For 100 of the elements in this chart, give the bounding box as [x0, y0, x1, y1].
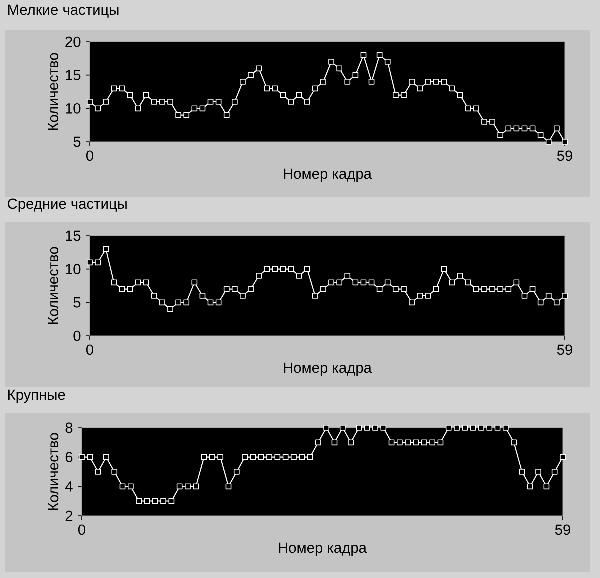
- point: [224, 112, 230, 118]
- point: [457, 273, 464, 279]
- point: [160, 300, 166, 306]
- point: [264, 86, 270, 92]
- point: [511, 440, 518, 446]
- point: [119, 86, 126, 92]
- point: [449, 86, 456, 92]
- point: [397, 440, 403, 446]
- x-tick-label: 59: [557, 344, 572, 356]
- point: [328, 59, 334, 65]
- point: [340, 425, 346, 431]
- x-axis-title: Номер кадра: [284, 362, 372, 376]
- point: [240, 293, 246, 299]
- y-axis-title: Количество: [48, 247, 58, 324]
- point: [176, 112, 182, 118]
- point: [258, 454, 264, 460]
- point: [380, 425, 387, 431]
- point: [409, 79, 415, 85]
- point: [552, 469, 558, 475]
- point: [332, 440, 338, 446]
- point: [208, 300, 214, 306]
- y-tick-label: 8: [66, 422, 73, 434]
- point: [344, 273, 351, 279]
- y-tick-label: 6: [66, 452, 73, 463]
- point: [272, 266, 278, 272]
- point: [514, 126, 520, 132]
- point: [441, 79, 448, 85]
- point: [433, 286, 440, 292]
- point: [104, 454, 110, 460]
- point: [216, 99, 222, 105]
- point: [256, 273, 262, 279]
- y-axis-title: Количество: [48, 53, 58, 130]
- point: [506, 286, 512, 292]
- point: [356, 425, 362, 431]
- y-tick-label: 5: [74, 298, 81, 308]
- point: [250, 454, 256, 460]
- point: [315, 440, 322, 446]
- point: [168, 498, 175, 504]
- point: [474, 286, 480, 292]
- y-tick-label: 0: [74, 330, 81, 342]
- point: [95, 260, 101, 266]
- point: [248, 72, 254, 78]
- point: [546, 139, 552, 145]
- point: [364, 425, 370, 431]
- point: [560, 454, 566, 460]
- point: [401, 92, 407, 98]
- point: [103, 246, 110, 252]
- point: [288, 99, 294, 105]
- y-tick-label: 10: [66, 264, 81, 275]
- point: [417, 293, 424, 299]
- point: [384, 59, 391, 65]
- point: [417, 86, 424, 92]
- point: [282, 454, 289, 460]
- point: [136, 498, 142, 504]
- point: [413, 440, 420, 446]
- point: [266, 454, 272, 460]
- point: [360, 280, 367, 286]
- point: [299, 454, 306, 460]
- point: [376, 52, 383, 58]
- y-tick-label: 2: [66, 510, 73, 522]
- point: [446, 425, 452, 431]
- point: [320, 79, 326, 85]
- point: [185, 484, 191, 490]
- point: [304, 266, 310, 272]
- point: [192, 280, 198, 286]
- point: [384, 280, 391, 286]
- point: [502, 425, 509, 431]
- point: [454, 425, 460, 431]
- point: [348, 440, 354, 446]
- point: [474, 106, 480, 112]
- point: [392, 92, 399, 98]
- point: [336, 280, 343, 286]
- point: [112, 469, 118, 475]
- point: [232, 99, 238, 105]
- y-tick-label: 15: [66, 70, 81, 80]
- point: [372, 425, 378, 431]
- point: [184, 300, 190, 306]
- point: [336, 66, 343, 72]
- point: [128, 484, 134, 490]
- point: [240, 79, 246, 85]
- point: [79, 454, 85, 460]
- point: [425, 293, 432, 299]
- point: [135, 106, 142, 112]
- point: [307, 454, 314, 460]
- point: [494, 425, 501, 431]
- point: [226, 484, 232, 490]
- x-tick-label: 59: [557, 150, 572, 162]
- point: [234, 469, 240, 475]
- point: [304, 99, 310, 105]
- point: [143, 280, 150, 286]
- point: [538, 300, 544, 306]
- point: [208, 99, 214, 105]
- point: [522, 126, 528, 132]
- point: [272, 86, 278, 92]
- point: [193, 484, 200, 490]
- point: [368, 79, 375, 85]
- point: [312, 293, 318, 299]
- point: [514, 280, 520, 286]
- point: [421, 440, 428, 446]
- y-tick-label: 4: [65, 482, 73, 492]
